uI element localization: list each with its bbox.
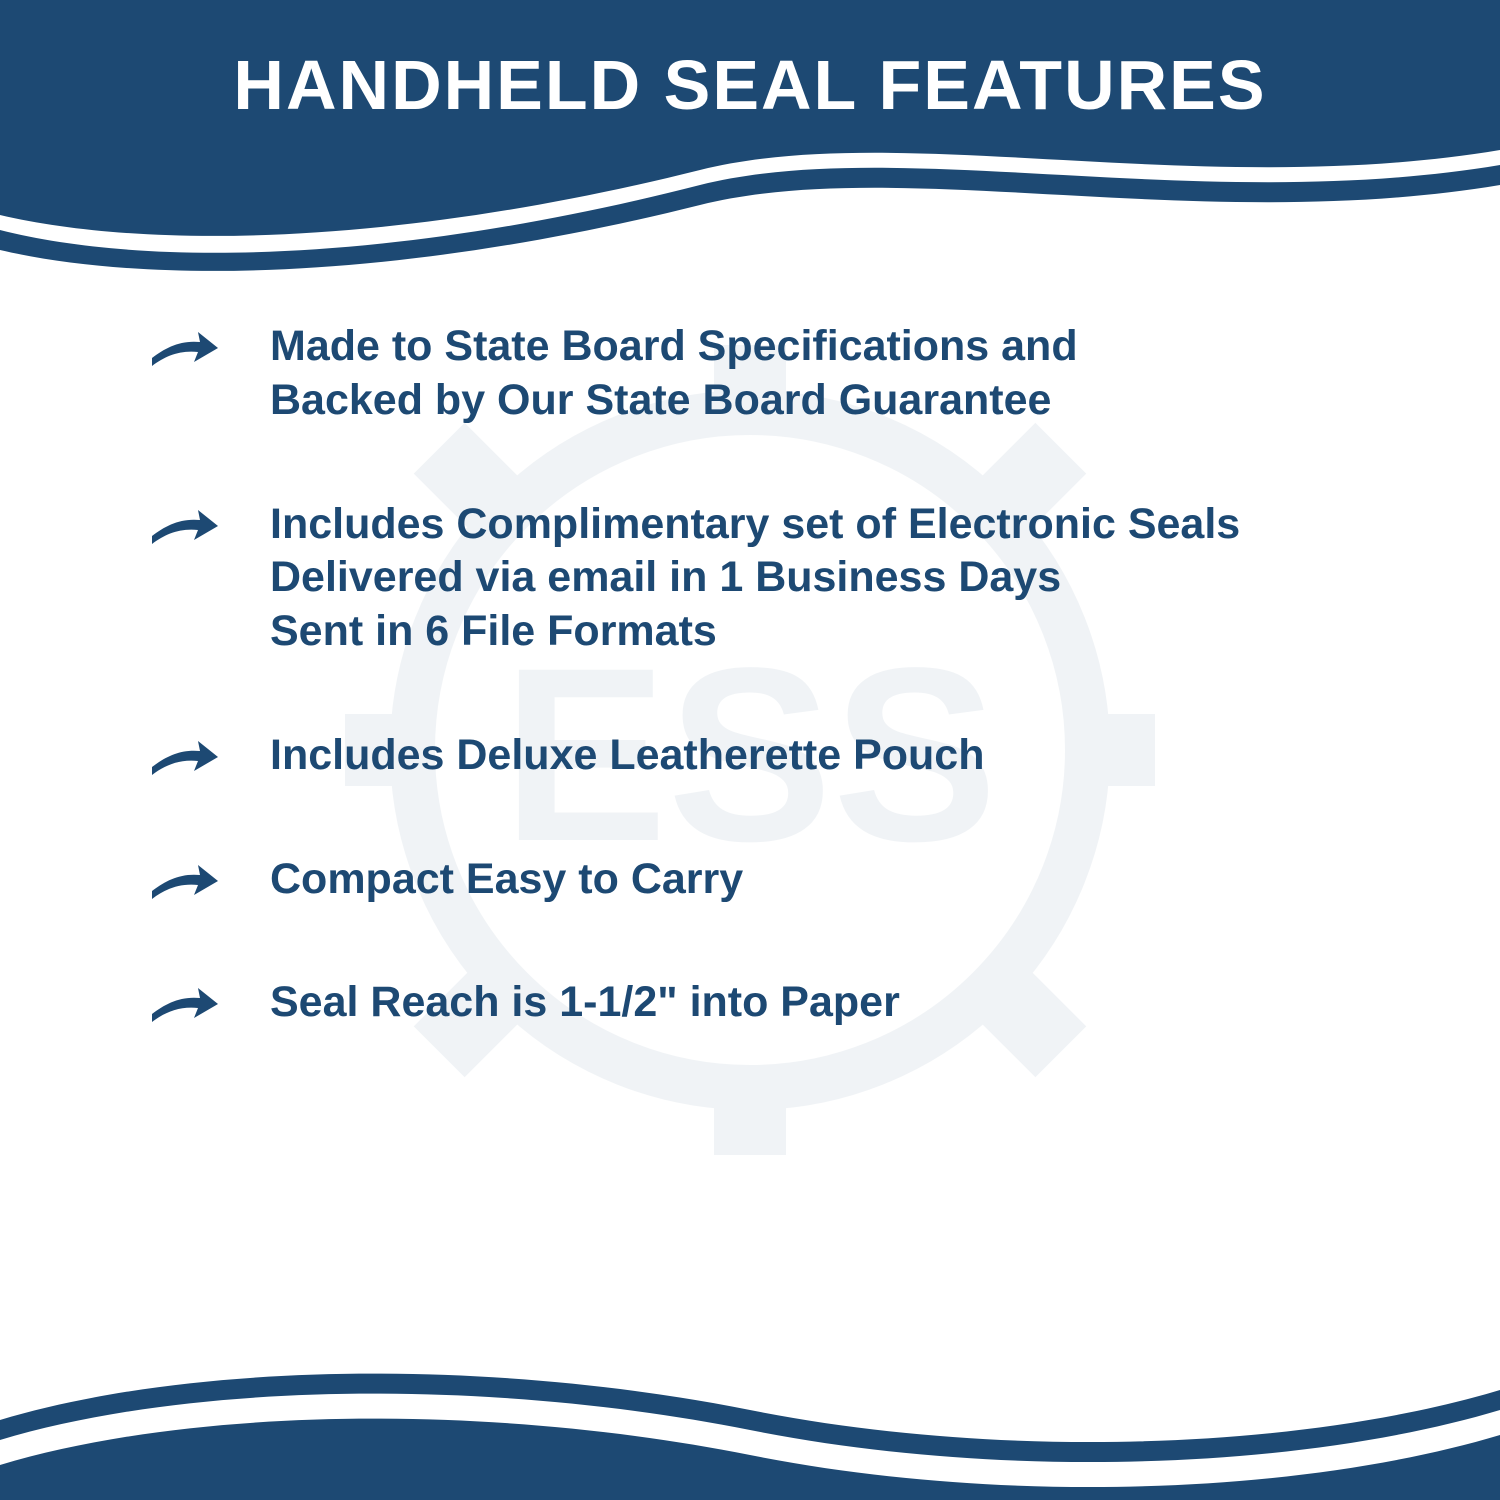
- arrow-icon: [150, 737, 220, 782]
- feature-item: Seal Reach is 1-1/2" into Paper: [150, 976, 1420, 1030]
- feature-text: Made to State Board Specifications and B…: [270, 320, 1078, 428]
- page-title: HANDHELD SEAL FEATURES: [0, 45, 1500, 125]
- feature-list: Made to State Board Specifications and B…: [0, 280, 1500, 1030]
- footer-wave: [0, 1300, 1500, 1500]
- feature-item: Made to State Board Specifications and B…: [150, 320, 1420, 428]
- feature-item: Compact Easy to Carry: [150, 853, 1420, 907]
- feature-text: Includes Deluxe Leatherette Pouch: [270, 729, 984, 783]
- header-banner: HANDHELD SEAL FEATURES: [0, 0, 1500, 280]
- feature-item: Includes Complimentary set of Electronic…: [150, 498, 1420, 659]
- arrow-icon: [150, 984, 220, 1029]
- arrow-icon: [150, 506, 220, 551]
- header-wave-bg: [0, 0, 1500, 280]
- feature-text: Compact Easy to Carry: [270, 853, 743, 907]
- feature-text: Includes Complimentary set of Electronic…: [270, 498, 1240, 659]
- feature-item: Includes Deluxe Leatherette Pouch: [150, 729, 1420, 783]
- feature-text: Seal Reach is 1-1/2" into Paper: [270, 976, 900, 1030]
- arrow-icon: [150, 861, 220, 906]
- arrow-icon: [150, 328, 220, 373]
